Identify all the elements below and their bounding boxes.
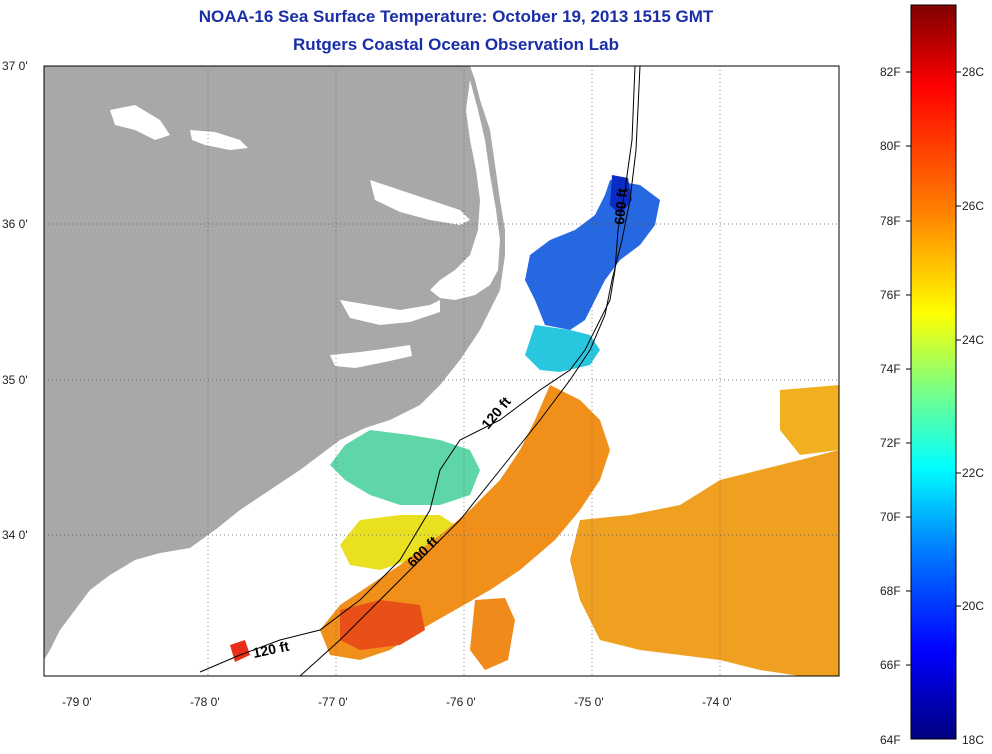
map-subtitle: Rutgers Coastal Ocean Observation Lab xyxy=(293,35,619,54)
sst-cool-cyan xyxy=(525,325,600,372)
lon-label-76: -76 0' xyxy=(446,695,476,709)
colorbar-c-28: 28C xyxy=(962,65,984,79)
colorbar-f-80: 80F xyxy=(880,139,901,153)
contour-label-600ft-north: 600 ft xyxy=(611,187,630,225)
lon-label-78: -78 0' xyxy=(190,695,220,709)
sst-cool-green xyxy=(330,430,480,505)
colorbar-f-76: 76F xyxy=(880,288,901,302)
colorbar-c-24: 24C xyxy=(962,333,984,347)
colorbar-f-72: 72F xyxy=(880,436,901,450)
contour-600ft xyxy=(299,66,641,676)
colorbar-f-82: 82F xyxy=(880,65,901,79)
inland-lake-2 xyxy=(190,130,248,150)
lon-label-77: -77 0' xyxy=(318,695,348,709)
lat-label-34: 34 0' xyxy=(2,528,28,542)
inland-lake-1 xyxy=(110,105,170,140)
colorbar-c-20: 20C xyxy=(962,599,984,613)
sst-cold-deep xyxy=(610,175,632,215)
land-mass xyxy=(44,66,505,660)
colorbar-c-26: 26C xyxy=(962,199,984,213)
sst-warm-offshore xyxy=(570,450,839,676)
colorbar-f-66: 66F xyxy=(880,658,901,672)
colorbar-ticks xyxy=(906,71,961,666)
sst-mid-yellow xyxy=(340,515,455,570)
graticule xyxy=(44,66,839,676)
colorbar-f-68: 68F xyxy=(880,584,901,598)
sst-red-dot xyxy=(230,640,250,662)
lon-label-79: -79 0' xyxy=(62,695,92,709)
map-border xyxy=(43,65,840,677)
sst-warm-east xyxy=(780,385,839,455)
contour-label-120ft-south: 120 ft xyxy=(251,638,290,661)
colorbar-scale xyxy=(910,4,957,740)
lat-label-37: 37 0' xyxy=(2,59,28,73)
pamlico-sound xyxy=(430,80,500,300)
lon-label-75: -75 0' xyxy=(574,695,604,709)
albemarle-sound xyxy=(370,180,470,225)
lat-label-36: 36 0' xyxy=(2,217,28,231)
colorbar-c-22: 22C xyxy=(962,466,984,480)
colorbar-f-78: 78F xyxy=(880,214,901,228)
colorbar-f-64: 64F xyxy=(880,733,901,747)
lat-label-35: 35 0' xyxy=(2,373,28,387)
colorbar-c-18: 18C xyxy=(962,733,984,747)
sst-warm-orange xyxy=(320,385,610,660)
colorbar-f-70: 70F xyxy=(880,510,901,524)
neuse-river xyxy=(330,345,412,368)
sst-warm-south-patch xyxy=(470,598,515,670)
map-title: NOAA-16 Sea Surface Temperature: October… xyxy=(198,7,714,26)
pamlico-river xyxy=(340,300,440,325)
lon-label-74: -74 0' xyxy=(702,695,732,709)
colorbar-f-74: 74F xyxy=(880,362,901,376)
contour-120ft xyxy=(199,66,636,673)
sst-warm-red-patch xyxy=(340,600,425,650)
